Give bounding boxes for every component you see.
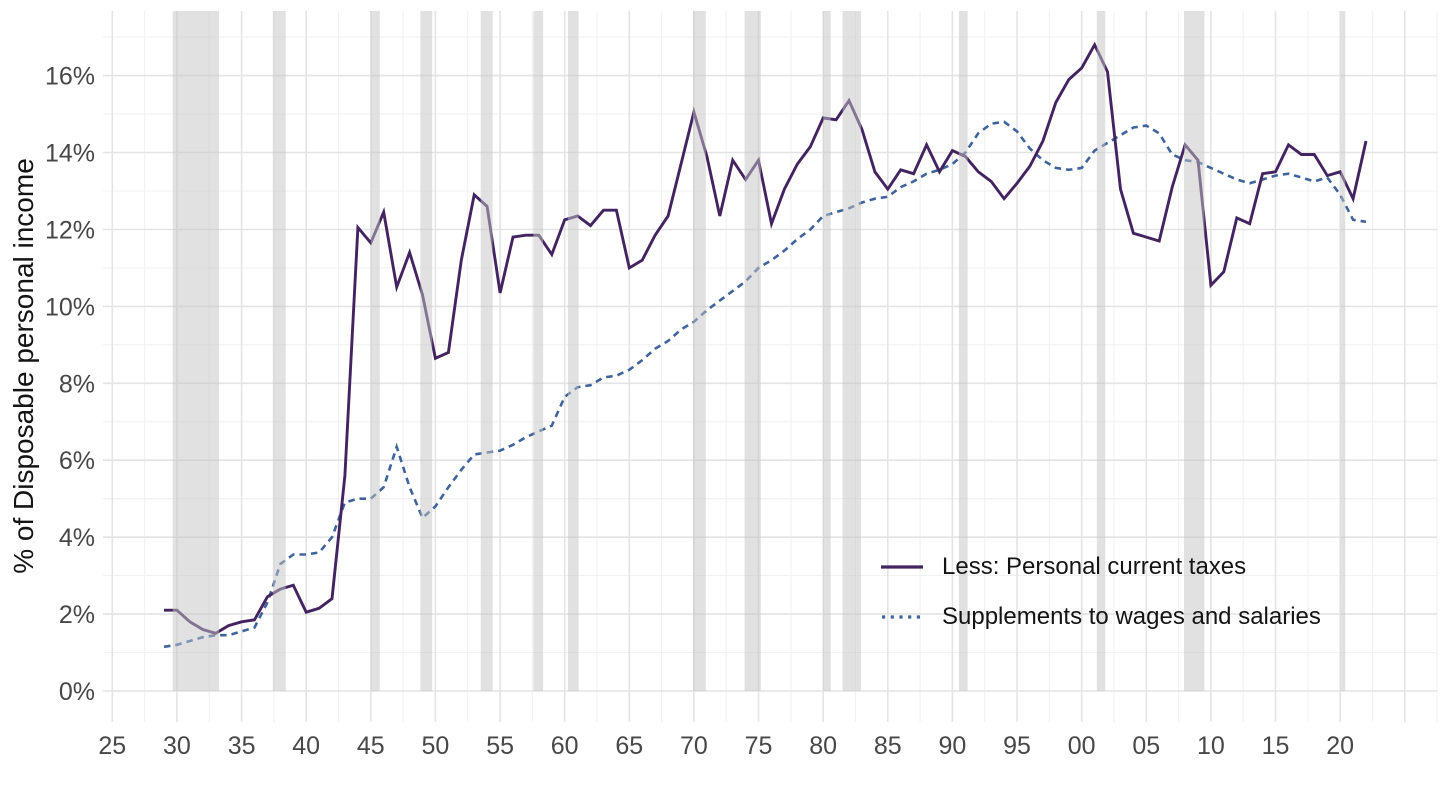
recession-band: [370, 11, 380, 691]
recession-band: [1340, 11, 1346, 691]
x-tick-label: 85: [874, 732, 902, 760]
x-tick-label: 45: [357, 732, 385, 760]
y-tick-label: 6%: [59, 447, 95, 475]
x-tick-label: 80: [809, 732, 837, 760]
x-tick-label: 95: [1003, 732, 1031, 760]
x-tick-label: 55: [486, 732, 514, 760]
x-tick-label: 15: [1262, 732, 1290, 760]
y-tick-label: 0%: [59, 678, 95, 706]
x-tick-label: 25: [98, 732, 126, 760]
y-tick-label: 4%: [59, 524, 95, 552]
recession-band: [533, 11, 544, 691]
x-tick-label: 90: [938, 732, 966, 760]
x-tick-label: 65: [615, 732, 643, 760]
recession-band: [958, 11, 968, 691]
y-axis-title: % of Disposable personal income: [8, 158, 39, 574]
y-tick-label: 8%: [59, 370, 95, 398]
recession-band: [823, 11, 831, 691]
y-tick-label: 16%: [45, 63, 95, 91]
recession-band: [1184, 11, 1205, 691]
x-tick-label: 05: [1132, 732, 1160, 760]
recession-band: [744, 11, 761, 691]
x-tick-label: 75: [745, 732, 773, 760]
recession-band: [567, 11, 579, 691]
recession-band: [1096, 11, 1106, 691]
x-tick-label: 40: [292, 732, 320, 760]
y-tick-label: 14%: [45, 140, 95, 168]
recession-band: [172, 11, 219, 691]
recession-band: [420, 11, 433, 691]
x-tick-label: 30: [163, 732, 191, 760]
y-tick-label: 2%: [59, 601, 95, 629]
legend-label-supplements: Supplements to wages and salaries: [942, 603, 1321, 630]
x-tick-label: 10: [1197, 732, 1225, 760]
x-tick-label: 50: [421, 732, 449, 760]
y-tick-label: 10%: [45, 293, 95, 321]
x-tick-label: 35: [228, 732, 256, 760]
legend-solid-line-icon: [881, 565, 923, 569]
legend: Less: Personal current taxes Supplements…: [880, 548, 1321, 636]
legend-item-supplements: Supplements to wages and salaries: [880, 598, 1321, 636]
y-tick-label: 12%: [45, 217, 95, 245]
recession-band: [842, 11, 861, 691]
legend-dashed-line-icon: [882, 615, 923, 619]
recession-band: [692, 11, 706, 691]
x-tick-label: 20: [1326, 732, 1354, 760]
x-tick-label: 70: [680, 732, 708, 760]
legend-item-taxes: Less: Personal current taxes: [880, 548, 1321, 586]
x-tick-label: 00: [1068, 732, 1096, 760]
recession-band: [272, 11, 286, 691]
recession-band: [480, 11, 493, 691]
x-tick-label: 60: [551, 732, 579, 760]
legend-label-taxes: Less: Personal current taxes: [942, 553, 1247, 580]
taxes-line: [164, 41, 1368, 635]
supplements-line: [163, 120, 1367, 649]
